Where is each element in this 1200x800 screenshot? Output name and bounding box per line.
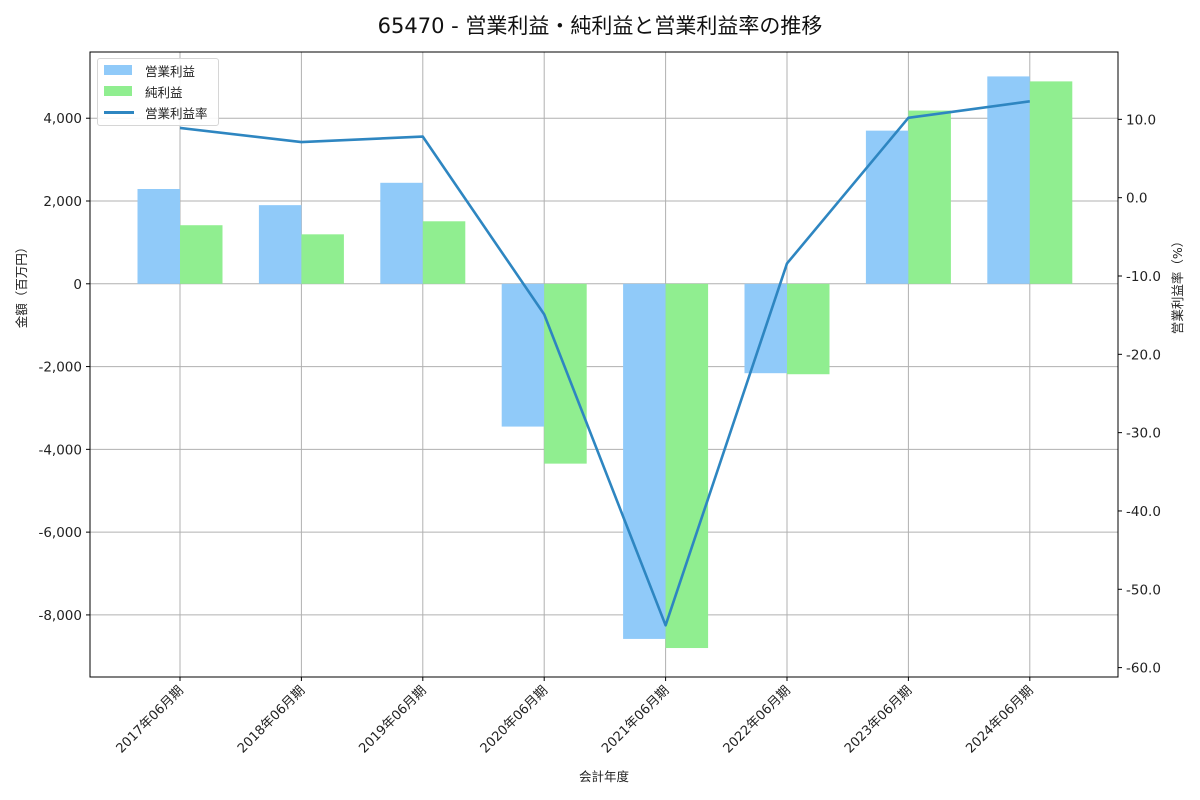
- bar: [180, 225, 223, 284]
- bar: [301, 234, 344, 284]
- y-tick-label: -4,000: [38, 442, 82, 458]
- x-axis-label: 会計年度: [579, 769, 630, 784]
- y-tick-label: 4,000: [43, 111, 82, 127]
- bar: [665, 283, 709, 649]
- legend-label: 営業利益率: [145, 105, 208, 121]
- x-tick-label: 2020年06月期: [478, 683, 551, 756]
- y2-tick-label: 0.0: [1126, 191, 1147, 207]
- legend-label: 純利益: [145, 84, 183, 100]
- margin-line: [179, 100, 1030, 627]
- y-axis-label: 金額（百万円）: [14, 241, 29, 329]
- y-tick-label: 0: [73, 277, 82, 293]
- bar-series-1: [180, 81, 1073, 649]
- bar: [544, 283, 587, 464]
- legend-swatch-operating-profit: [104, 65, 132, 75]
- y2-axis-label: 営業利益率（%）: [1170, 235, 1185, 334]
- bar: [380, 182, 423, 284]
- x-tick-label: 2018年06月期: [235, 683, 308, 756]
- x-tick-label: 2017年06月期: [114, 683, 187, 756]
- x-tick-label: 2024年06月期: [963, 683, 1036, 756]
- y2-tick-label: -40.0: [1126, 504, 1161, 520]
- y2-tick-label: -30.0: [1126, 426, 1161, 442]
- y2-tick-label: -60.0: [1126, 661, 1161, 677]
- x-tick-label: 2019年06月期: [356, 683, 429, 756]
- legend-item-operating-profit: 営業利益: [104, 61, 195, 79]
- legend-item-net-profit: 純利益: [104, 82, 183, 100]
- y-tick-label: 2,000: [43, 194, 82, 210]
- y-tick-label: -2,000: [38, 360, 82, 376]
- legend-line-operating-margin: [104, 110, 134, 114]
- bar: [501, 283, 545, 427]
- y2-tick-label: -10.0: [1126, 269, 1161, 285]
- bar: [787, 283, 830, 375]
- y2-tick-label: 10.0: [1126, 112, 1156, 128]
- bar: [987, 76, 1030, 284]
- y-tick-label: -6,000: [38, 525, 82, 541]
- bar: [908, 110, 951, 284]
- bar-series-0: [137, 76, 1030, 639]
- x-tick-label: 2022年06月期: [721, 683, 794, 756]
- bar: [623, 283, 666, 639]
- y2-tick-label: -50.0: [1126, 582, 1161, 598]
- legend-label: 営業利益: [145, 63, 196, 79]
- axes-frame: [89, 51, 1119, 678]
- legend-swatch-net-profit: [104, 86, 132, 96]
- bar: [865, 130, 909, 284]
- bar: [422, 221, 466, 284]
- y2-tick-label: -20.0: [1126, 347, 1161, 363]
- bar: [1029, 81, 1073, 284]
- chart-title: 65470 - 営業利益・純利益と営業利益率の推移: [377, 14, 823, 38]
- x-tick-label: 2021年06月期: [599, 683, 672, 756]
- legend: 営業利益 純利益 営業利益率: [97, 58, 219, 126]
- y-tick-label: -8,000: [38, 608, 82, 624]
- bar: [137, 189, 180, 284]
- bar: [258, 205, 302, 284]
- grid: [90, 52, 1118, 677]
- legend-item-operating-margin: 営業利益率: [104, 103, 208, 121]
- x-tick-label: 2023年06月期: [842, 683, 915, 756]
